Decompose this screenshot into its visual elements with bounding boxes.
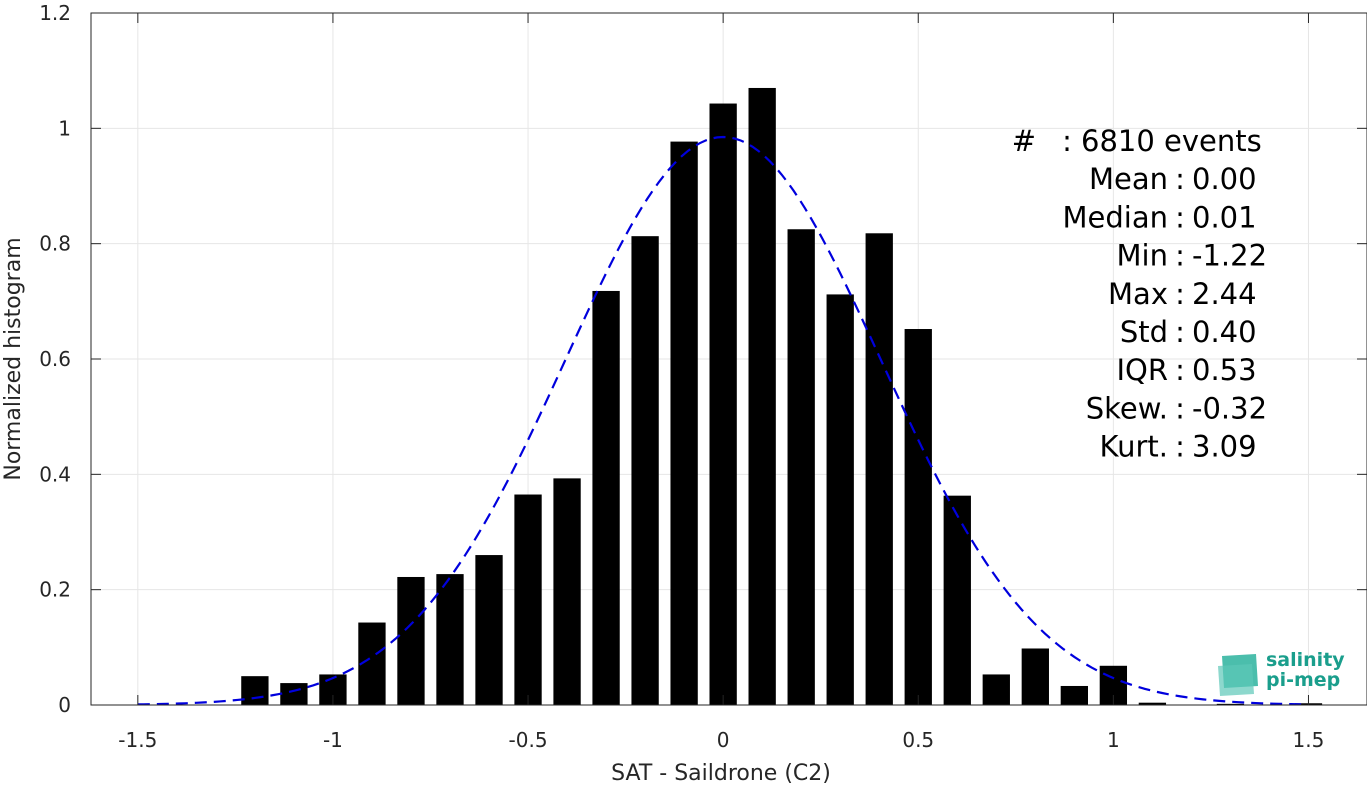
histogram-bar [709,103,737,705]
histogram-bar [1060,685,1088,705]
x-axis-label: SAT - Saildrone (C2) [611,761,831,785]
y-tick-label: 1 [58,116,71,140]
stat-key: Kurt. [1100,430,1168,464]
histogram-bar [787,229,815,705]
histogram-bar [904,329,932,705]
logo-wave-icon-back [1218,664,1254,696]
histogram-bar [943,495,971,705]
histogram-bar [826,294,854,705]
stat-key: Mean [1089,162,1168,196]
stat-value: 0.40 [1192,315,1257,349]
x-tick-label: -1.5 [118,728,157,752]
stat-value: 2.44 [1192,277,1257,311]
stat-key: Median [1063,200,1168,234]
stat-separator: : [1175,200,1185,234]
stat-key: # [1012,124,1036,158]
histogram-bar [1021,648,1049,705]
histogram-bar [241,676,269,705]
stat-key: Max [1108,277,1168,311]
stat-value: 0.01 [1192,200,1257,234]
stat-value: 0.53 [1192,353,1257,387]
x-tick-label: 0.5 [902,728,934,752]
histogram-bars [241,87,1323,706]
x-tick-labels: -1.5 -1 -0.5 0 0.5 1 1.5 [118,728,1324,752]
logo-text-line1: salinity [1266,649,1345,671]
y-tick-label: 0.2 [39,578,71,602]
histogram-bar [553,478,581,705]
stat-key: Std [1120,315,1168,349]
stat-separator: : [1175,391,1185,425]
stat-separator: : [1175,162,1185,196]
stat-separator: : [1175,353,1185,387]
histogram-bar [1216,703,1245,705]
histogram-bar [865,233,893,705]
y-tick-label: 0.6 [39,347,71,371]
stat-value: 3.09 [1192,430,1257,464]
plot-axes [90,12,1367,706]
histogram-bar [748,87,776,705]
histogram-bar [631,236,659,706]
stat-key: Skew. [1086,391,1168,425]
stat-separator: : [1062,124,1072,158]
stat-separator: : [1175,315,1185,349]
stat-value: 0.00 [1192,162,1257,196]
histogram-bar [1138,702,1167,705]
histogram-bar [397,576,425,705]
y-tick-label: 0.4 [39,462,71,486]
stat-separator: : [1175,277,1185,311]
salinity-pi-mep-logo: salinity pi-mep [1218,649,1345,696]
y-tick-label: 0.8 [39,232,71,256]
stat-value: -0.32 [1192,391,1267,425]
histogram-bar [475,555,503,705]
x-tick-label: -1 [323,728,343,752]
x-tick-label: 1.5 [1293,728,1325,752]
stat-key: Min [1117,239,1168,273]
histogram-bar [982,674,1010,705]
histogram-bar [280,683,308,705]
y-tick-label: 1.2 [39,1,71,25]
stat-separator: : [1175,430,1185,464]
histogram-bar [670,141,698,705]
x-tick-label: 1 [1107,728,1120,752]
y-tick-labels: 0 0.2 0.4 0.6 0.8 1 1.2 [39,1,71,717]
stat-key: IQR [1116,353,1168,387]
histogram-bar [514,494,542,705]
histogram-bar [592,290,620,705]
x-tick-label: 0 [717,728,730,752]
stat-value: -1.22 [1192,239,1267,273]
histogram-bar [436,574,464,705]
x-tick-label: -0.5 [509,728,548,752]
logo-text-line2: pi-mep [1266,669,1340,691]
stat-value: 6810 events [1081,124,1262,158]
stat-separator: : [1175,239,1185,273]
y-axis-label: Normalized histogram [1,237,26,480]
gaussian-fit-curve [137,135,1309,706]
y-tick-label: 0 [58,693,71,717]
